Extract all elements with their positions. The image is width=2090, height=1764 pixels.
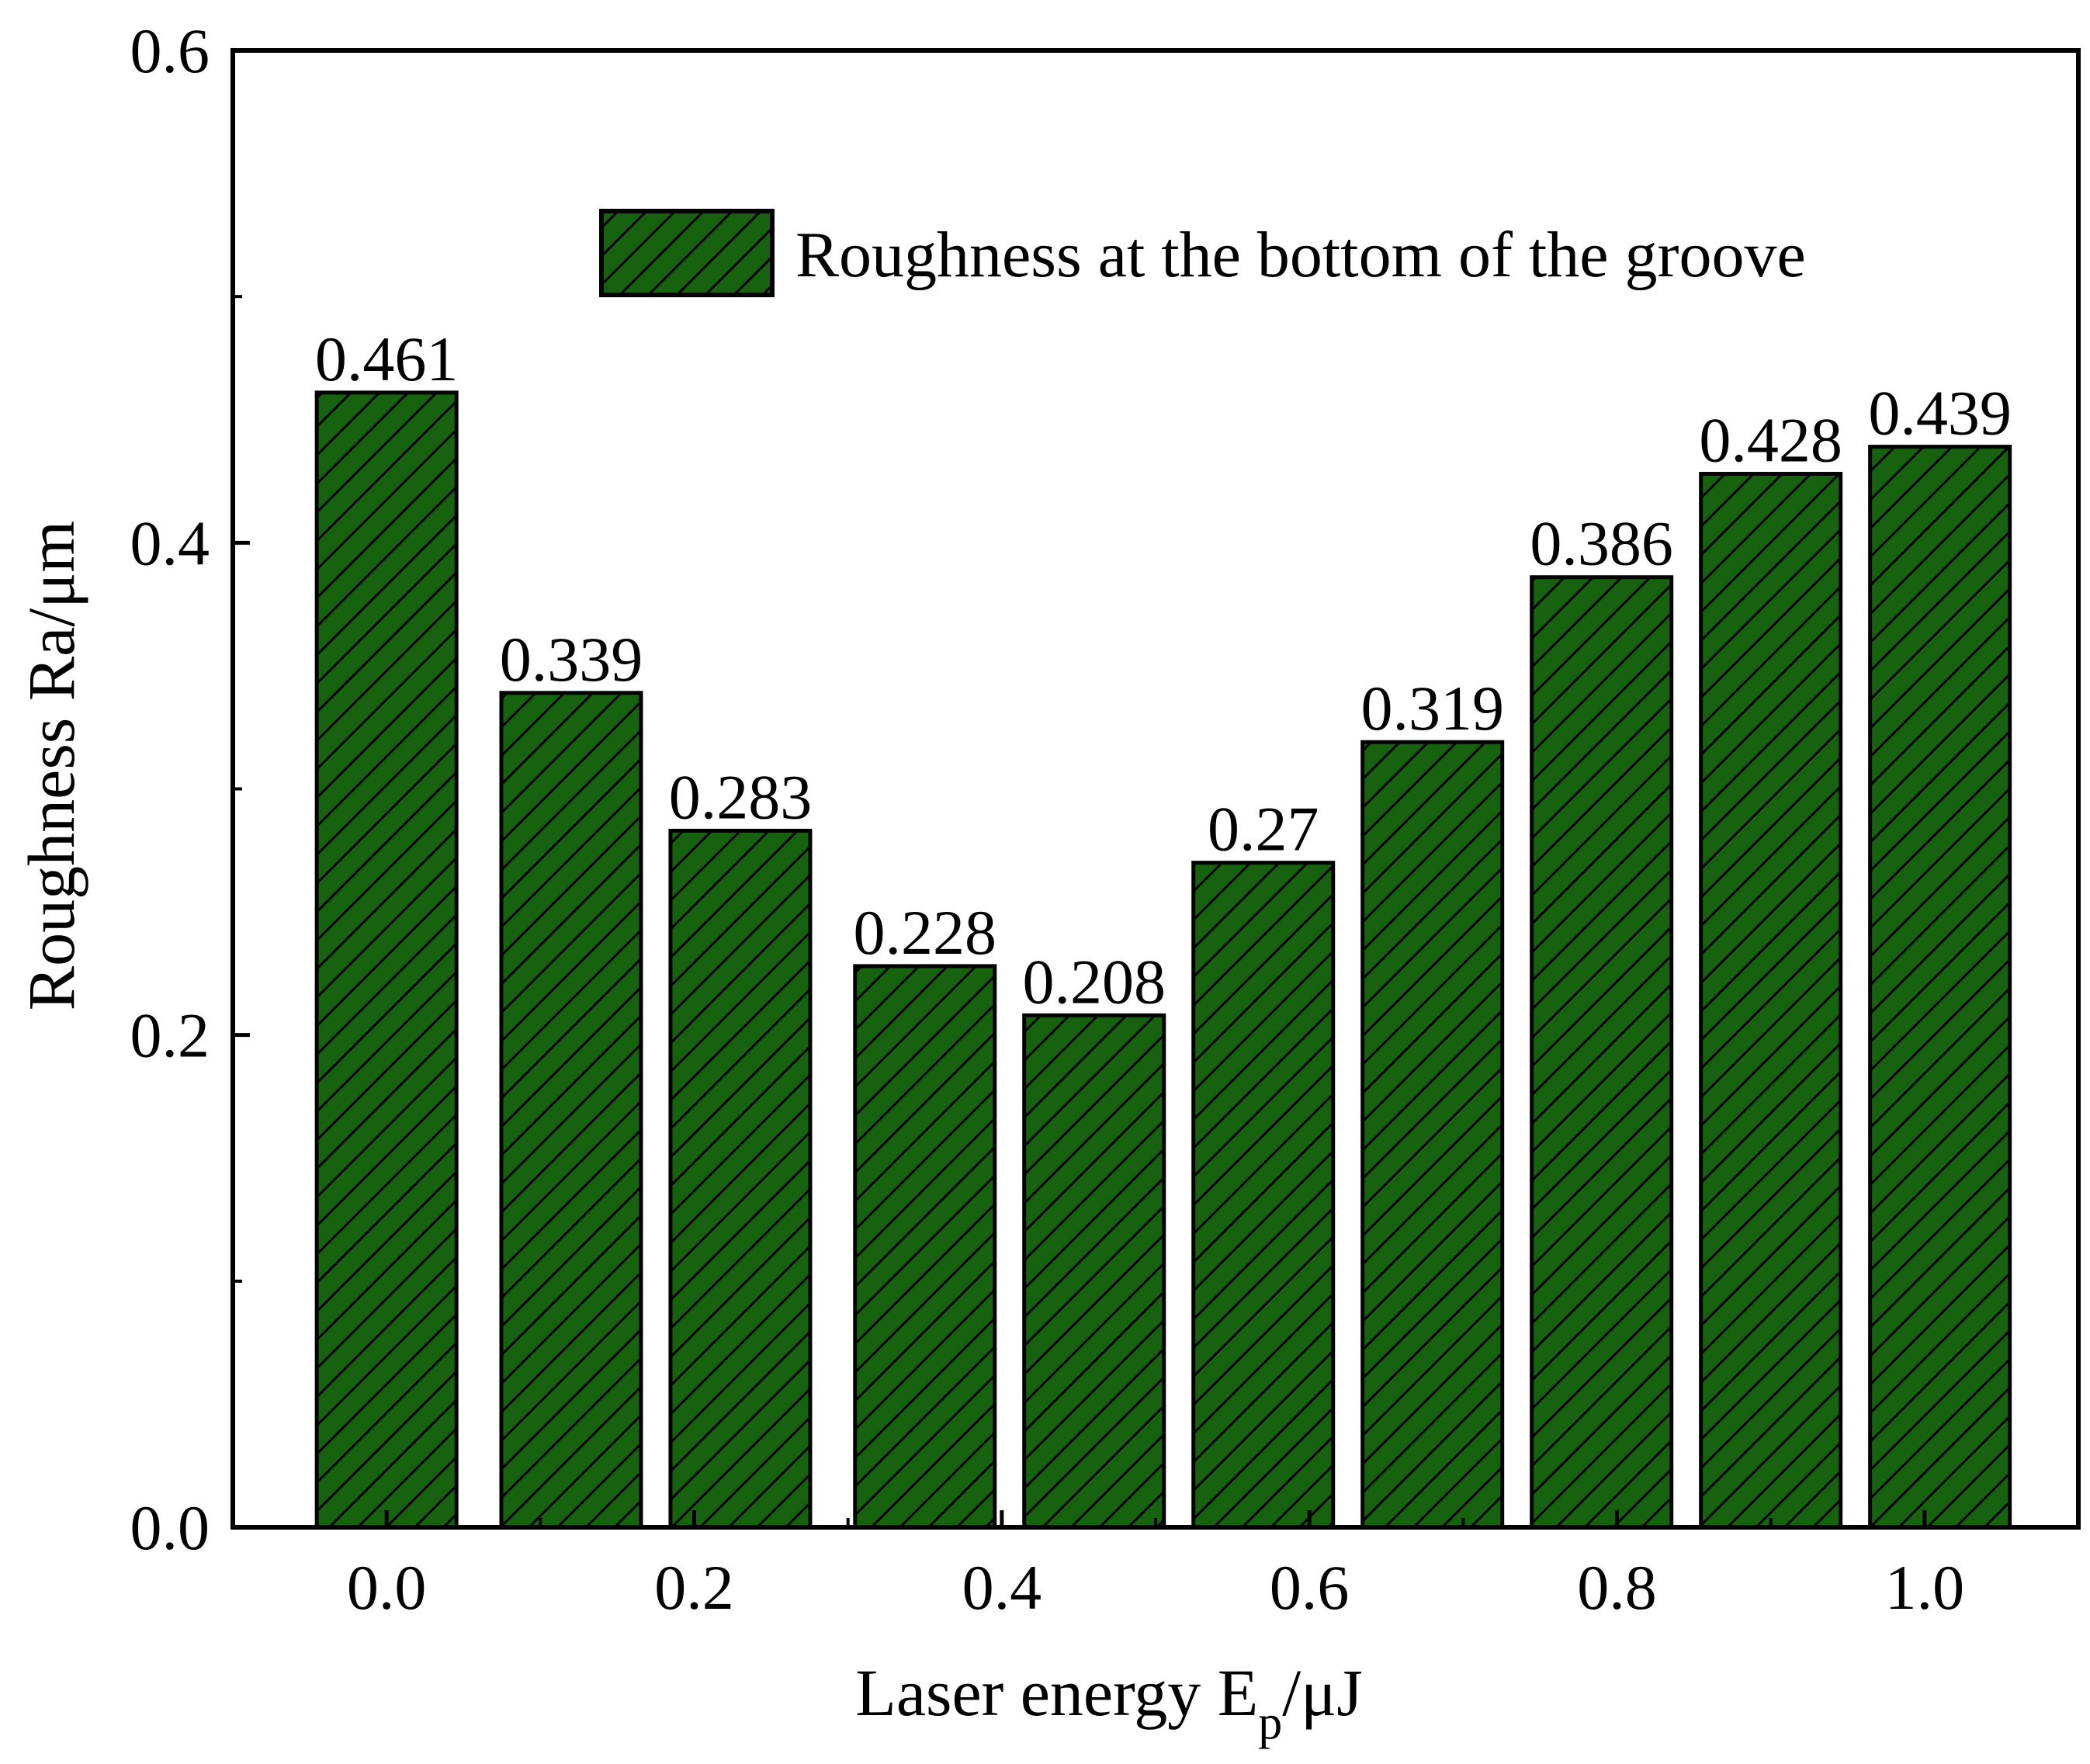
bar-5: [1191, 861, 1336, 1530]
x-tick-label-4: 0.8: [1577, 1552, 1657, 1623]
bar-0: [314, 390, 459, 1530]
y-tick-label-0: 0.0: [130, 1492, 210, 1563]
x-tick-label-2: 0.4: [962, 1552, 1042, 1623]
data-label-5: 0.27: [1208, 794, 1319, 865]
data-label-4: 0.208: [1022, 946, 1166, 1017]
data-label-0: 0.461: [315, 324, 459, 394]
legend-swatch: [599, 209, 775, 297]
bar-1: [499, 691, 643, 1530]
x-axis-title: Laser energy Ep/μJ: [855, 1655, 1362, 1749]
x-axis-title-subscript: p: [1258, 1696, 1282, 1749]
bar-9: [1868, 445, 2012, 1530]
data-label-8: 0.428: [1699, 405, 1842, 476]
x-axis-title-unit: /μJ: [1282, 1655, 1362, 1730]
legend: Roughness at the bottom of the groove: [599, 209, 1806, 297]
bar-4: [1022, 1013, 1166, 1530]
x-tick-label-5: 1.0: [1885, 1552, 1965, 1623]
x-tick-label-3: 0.6: [1270, 1552, 1350, 1623]
data-label-3: 0.228: [854, 897, 997, 968]
y-axis-title: Roughness Ra/μm: [14, 521, 88, 1010]
x-tick-label-1: 0.2: [654, 1552, 734, 1623]
x-tick-label-0: 0.0: [347, 1552, 427, 1623]
data-labels-layer: 0.461 0.339 0.283 0.228 0.208 0.27 0.319 0.386 0…: [315, 324, 2012, 1017]
bar-7: [1530, 575, 1674, 1530]
data-label-7: 0.386: [1530, 508, 1673, 579]
y-tick-label-2: 0.4: [130, 508, 210, 578]
bars-layer: [314, 390, 2012, 1530]
data-label-9: 0.439: [1868, 378, 2012, 449]
bar-6: [1360, 740, 1505, 1530]
bar-8: [1699, 472, 1843, 1530]
y-tick-label-3: 0.6: [130, 16, 210, 86]
data-label-1: 0.339: [500, 624, 643, 695]
data-label-2: 0.283: [669, 761, 813, 832]
legend-label: Roughness at the bottom of the groove: [795, 219, 1806, 291]
bar-3: [853, 964, 997, 1530]
data-label-6: 0.319: [1360, 673, 1504, 743]
x-axis-title-main: Laser energy E: [855, 1655, 1258, 1730]
y-tick-label-1: 0.2: [130, 1000, 210, 1071]
ticks-layer: 0.0 0.2 0.4 0.6 0.8 1.0 0.0 0.2 0.4 0.6: [130, 16, 1965, 1623]
bar-2: [668, 828, 813, 1530]
